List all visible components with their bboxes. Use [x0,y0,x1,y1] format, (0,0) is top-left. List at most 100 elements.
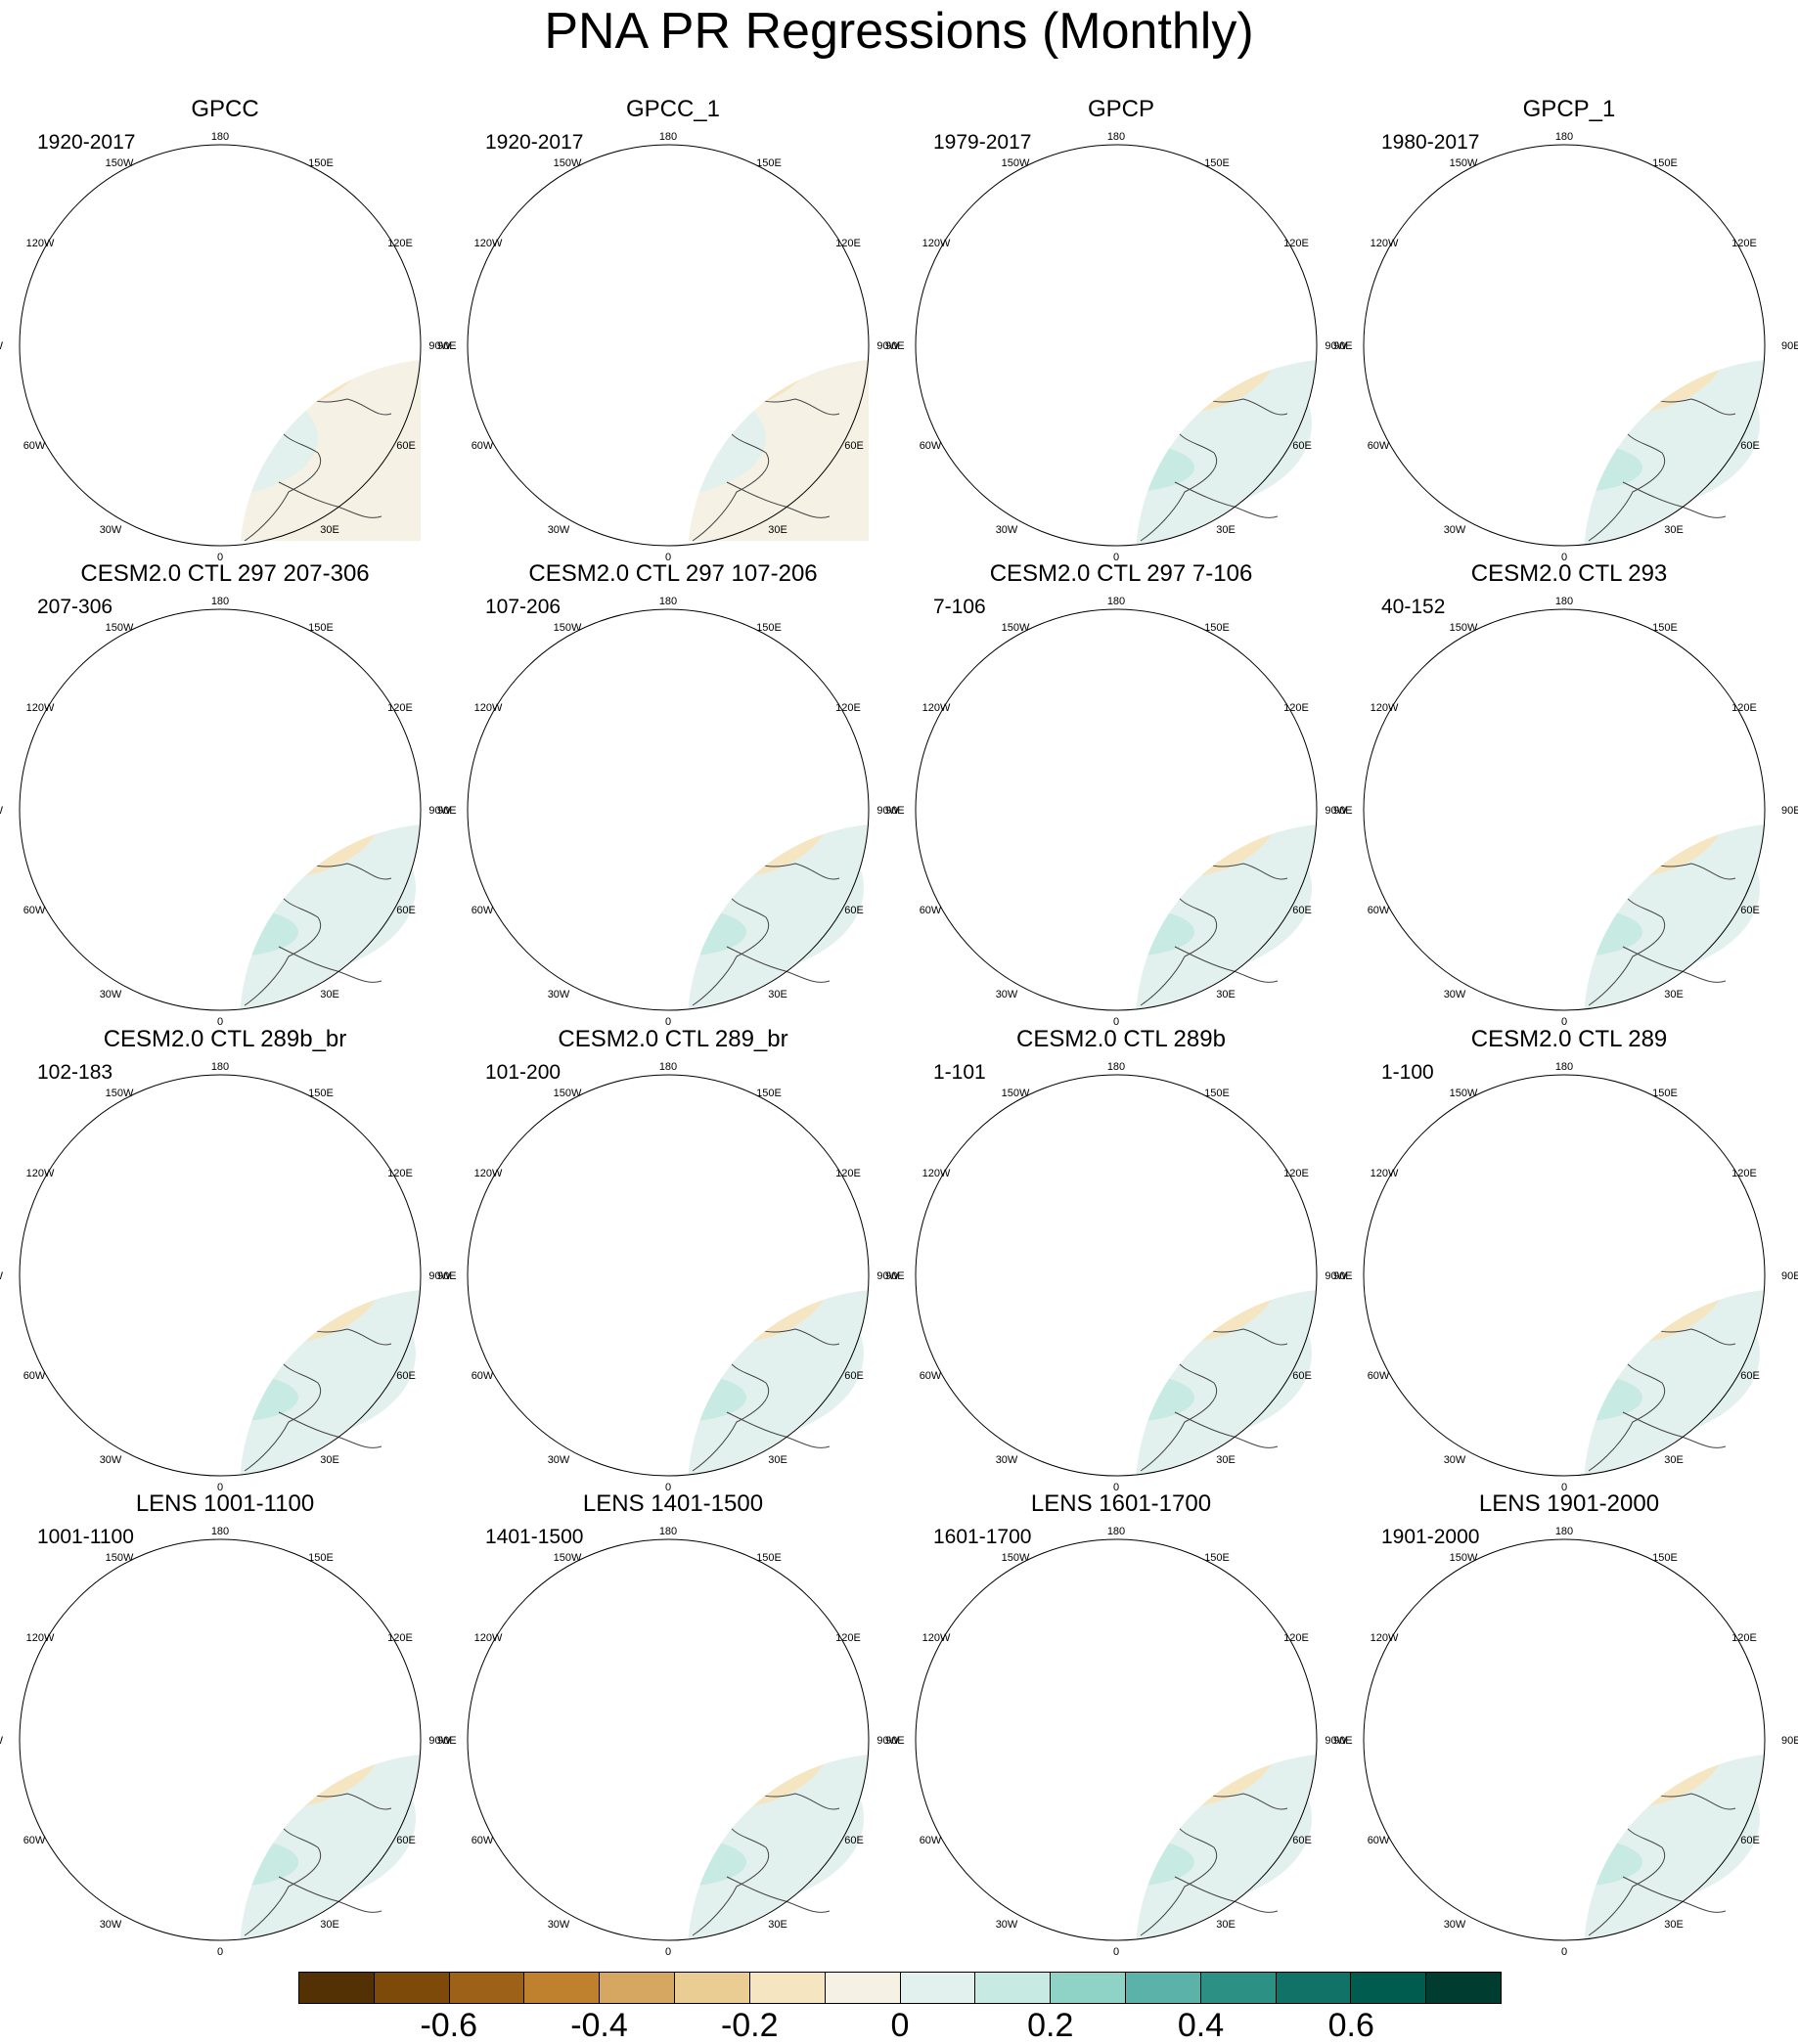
coastline [24,1759,152,1833]
coastline [1263,1691,1282,1750]
map-border [19,144,422,547]
longitude-label: 30E [320,989,339,1000]
precip-anomaly-blob [240,1838,298,1887]
precip-anomaly-blob [1136,823,1312,976]
longitude-label: 30E [1216,1454,1236,1466]
precip-anomaly-blob [1410,1613,1513,1691]
longitude-label: 150W [1450,1088,1478,1099]
longitude-label: 120W [1371,702,1399,714]
longitude-label: 0 [665,1946,671,1958]
longitude-label: 120W [474,702,503,714]
precip-anomaly-blob [501,1594,650,1699]
precip-anomaly-blob [1584,1314,1594,1393]
precip-anomaly-blob [886,309,1033,538]
precip-anomaly-blob [1410,683,1513,761]
longitude-label: 30W [100,1919,122,1931]
coastline [24,365,152,438]
coastline [628,1247,681,1295]
longitude-label: 30W [1444,524,1466,536]
map-border [915,1074,1318,1477]
coastline [921,1759,1048,1833]
longitude-label: 30W [100,989,122,1000]
longitude-label: 120E [1731,238,1757,249]
precip-anomaly-blob [1385,1573,1587,1711]
precip-anomaly-blob [937,643,1139,780]
longitude-label: 120W [1371,238,1399,249]
precip-anomaly-blob [1584,1779,1594,1857]
longitude-label: 150E [1204,157,1230,169]
precip-anomaly-blob [1136,396,1150,431]
precip-anomaly-blob [501,664,650,769]
longitude-label: 90E [437,1270,457,1282]
longitude-label: 90W [877,1735,899,1747]
longitude-label: 30W [548,1454,570,1466]
longitude-label: 180 [1555,1526,1573,1537]
longitude-label: 120E [387,1168,413,1179]
precip-anomaly-blob [1594,210,1721,293]
precip-anomaly-blob [596,1080,717,1123]
longitude-label: 150W [106,1088,134,1099]
map-border [1363,1074,1766,1477]
longitude-label: 120E [835,1168,861,1179]
longitude-label: 120E [835,702,861,714]
precip-anomaly-blob [1063,617,1142,646]
precip-anomaly-blob [1334,1704,1481,1933]
precip-anomaly-blob [937,1108,1139,1246]
longitude-label: 60W [1368,1370,1390,1382]
coastline [191,1681,254,1696]
precip-anomaly-blob [1584,823,1760,976]
precip-anomaly-blob [1046,1133,1225,1193]
precip-anomaly-blob [240,1289,386,1344]
precip-anomaly-blob [688,849,697,927]
coastline [1263,1226,1282,1285]
map-panel: GPCP_1 180 0 90W 90E 120W 150W 150E 120E 60W 30W 30… [1325,96,1798,563]
coastline [1535,287,1598,301]
longitude-label: 60W [920,905,942,916]
precip-anomaly-blob [1146,1140,1273,1223]
panel-years: 1980-2017 [1381,131,1480,154]
precip-anomaly-blob [964,345,979,365]
precip-anomaly-blob [249,1140,377,1223]
precip-anomaly-blob [240,1326,254,1361]
coastline [127,1246,171,1315]
longitude-label: 180 [1555,596,1573,607]
precip-anomaly-blob [150,1133,329,1193]
precip-anomaly-blob [240,908,298,956]
longitude-label: 60W [920,1370,942,1382]
longitude-label: 150W [1450,622,1478,634]
longitude-label: 90W [0,1735,4,1747]
precip-anomaly-blob [1136,359,1282,414]
panel-years: 40-152 [1381,596,1446,618]
longitude-label: 30E [320,1919,339,1931]
coastline [1369,829,1496,903]
precip-anomaly-blob [41,1108,243,1246]
precip-anomaly-blob [688,1779,697,1857]
precip-anomaly-blob [1136,1289,1312,1442]
longitude-label: 90E [1781,805,1798,817]
precip-anomaly-blob [1385,643,1587,780]
precip-anomaly-blob [1514,1547,1593,1577]
coastline [161,1771,218,1794]
precip-anomaly-blob [489,643,691,780]
precip-anomaly-blob [506,802,537,841]
coastline [1711,296,1731,355]
coastline [652,807,669,818]
precip-anomaly-blob [298,238,377,296]
precip-anomaly-blob [53,664,202,769]
coastline [575,1246,619,1315]
precip-anomaly-blob [688,1838,746,1887]
coastline [639,287,702,301]
coastline [1369,1295,1496,1368]
precip-anomaly-blob [161,1083,240,1112]
longitude-label: 30E [768,1919,787,1931]
precip-anomaly-blob [528,1627,594,1680]
coastline [127,780,171,850]
precip-anomaly-blob [1063,1547,1142,1577]
coastline [1622,1411,1727,1448]
coastline [24,829,152,903]
colorbar-tick-label: 0.6 [1327,2007,1374,2044]
